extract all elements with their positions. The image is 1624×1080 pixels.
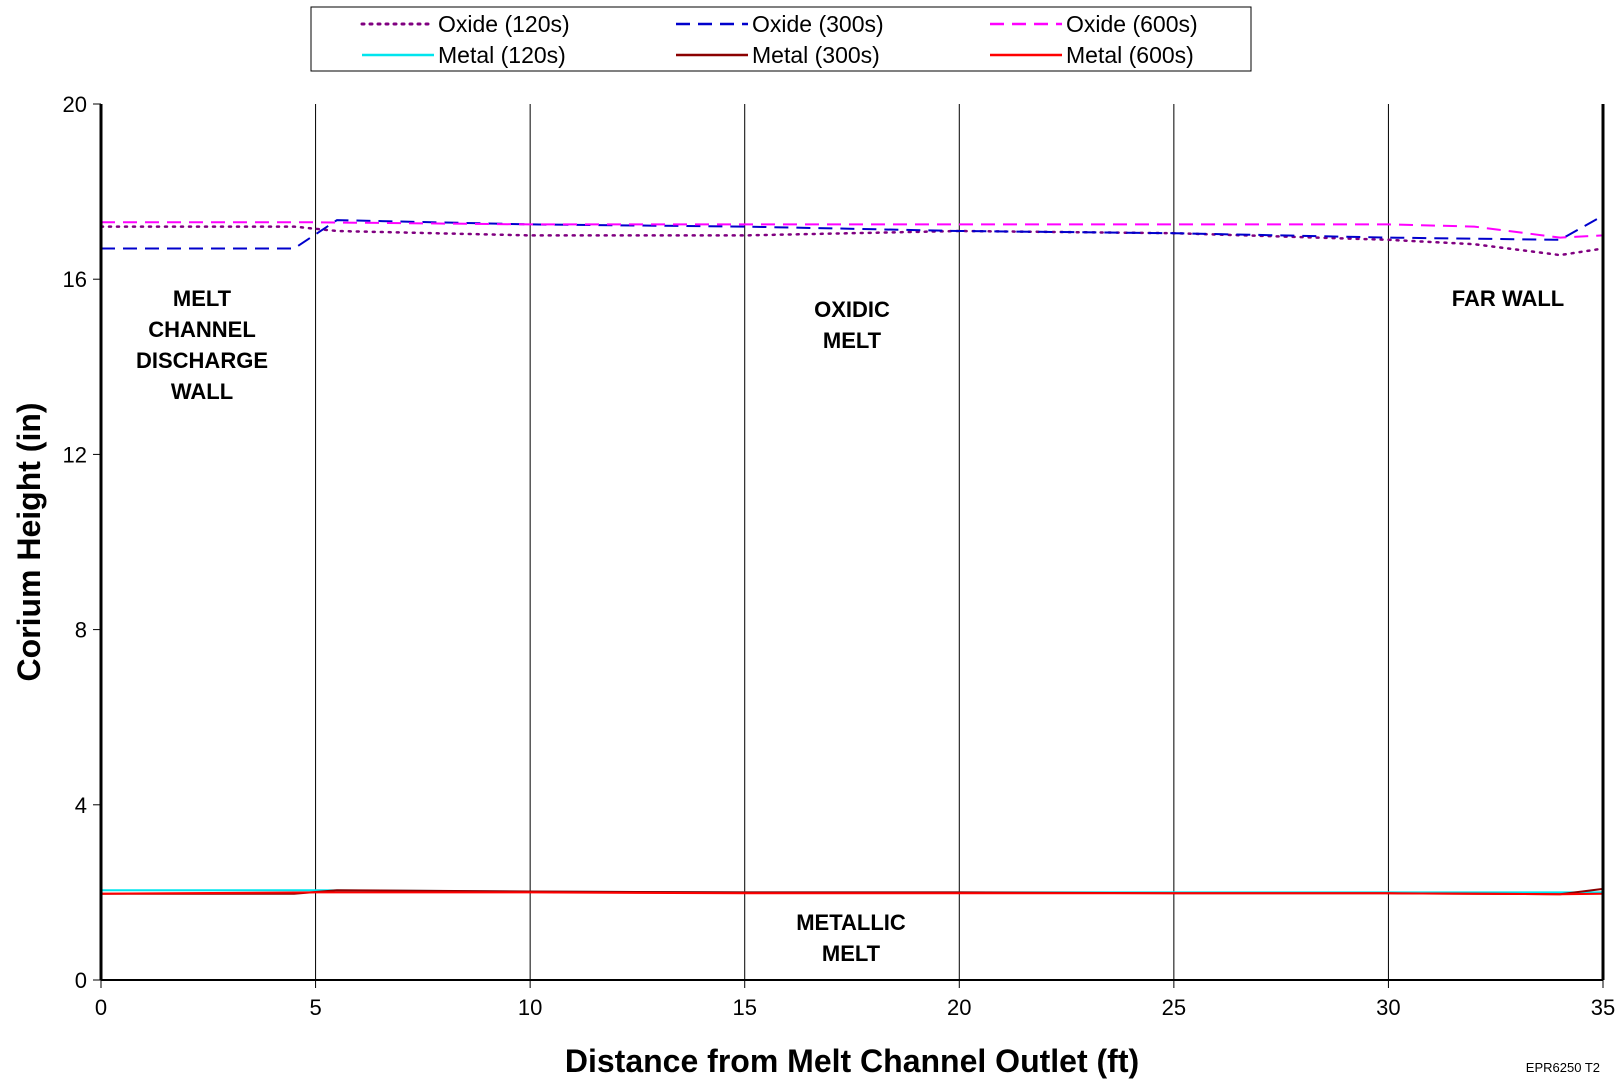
annotation-layer: MELT CHANNEL DISCHARGE WALL OXIDIC MELT FAR WA… [136, 286, 1564, 966]
y-tick-label-16: 16 [63, 267, 87, 292]
vertical-gridlines [315, 104, 1389, 980]
legend-label: Oxide (600s) [1066, 11, 1198, 37]
legend-label: Oxide (120s) [438, 11, 570, 37]
legend-box [310, 6, 1252, 72]
annotation-far-wall: FAR WALL [1452, 286, 1564, 311]
x-tick-label-30: 30 [1376, 995, 1400, 1020]
annotation-line: MELT [822, 941, 881, 966]
series-line-oxide-600s [101, 221, 1604, 239]
legend-label: Oxide (300s) [752, 11, 884, 37]
annotation-oxidic-melt: OXIDIC MELT [814, 297, 890, 353]
y-axis-title: Corium Height (in) [11, 402, 47, 681]
annotation-line: MELT [823, 328, 882, 353]
y-tick-label-12: 12 [63, 442, 87, 467]
series-line-metal-600s [100, 891, 1604, 896]
annotation-line: FAR WALL [1452, 286, 1564, 311]
annotation-line: CHANNEL [148, 317, 256, 342]
y-tick-label-20: 20 [63, 92, 87, 117]
annotation-line: OXIDIC [814, 297, 890, 322]
legend: Oxide (120s) Oxide (300s) Oxide (600s) Meta… [310, 6, 1252, 72]
x-tick-label-5: 5 [309, 995, 321, 1020]
x-tick-label-15: 15 [732, 995, 756, 1020]
annotation-line: MELT [173, 286, 232, 311]
y-tick-label-8: 8 [75, 618, 87, 643]
plot-area: MELT CHANNEL DISCHARGE WALL OXIDIC MELT FAR WA… [63, 92, 1616, 1020]
series-layer [99, 214, 1605, 896]
y-tick-label-0: 0 [75, 968, 87, 993]
x-axis-title: Distance from Melt Channel Outlet (ft) [565, 1043, 1139, 1079]
x-axis-ticks: 0 5 10 15 20 25 30 35 [95, 980, 1615, 1020]
annotation-line: METALLIC [796, 910, 906, 935]
footnote: EPR6250 T2 [1526, 1060, 1600, 1075]
x-tick-label-0: 0 [95, 995, 107, 1020]
series-line-oxide-300s [101, 214, 1604, 250]
legend-label: Metal (300s) [752, 42, 880, 68]
x-tick-label-10: 10 [518, 995, 542, 1020]
axes [99, 104, 1605, 981]
legend-label: Metal (600s) [1066, 42, 1194, 68]
plot-background [101, 104, 1603, 980]
x-tick-label-25: 25 [1162, 995, 1186, 1020]
y-axis-ticks: 0 4 8 12 16 20 [63, 92, 101, 993]
annotation-melt-channel-discharge-wall: MELT CHANNEL DISCHARGE WALL [136, 286, 268, 404]
y-tick-label-4: 4 [75, 793, 87, 818]
annotation-line: WALL [171, 379, 233, 404]
legend-label: Metal (120s) [438, 42, 566, 68]
x-tick-label-20: 20 [947, 995, 971, 1020]
x-tick-label-35: 35 [1591, 995, 1615, 1020]
annotation-metallic-melt: METALLIC MELT [796, 910, 906, 966]
annotation-line: DISCHARGE [136, 348, 268, 373]
